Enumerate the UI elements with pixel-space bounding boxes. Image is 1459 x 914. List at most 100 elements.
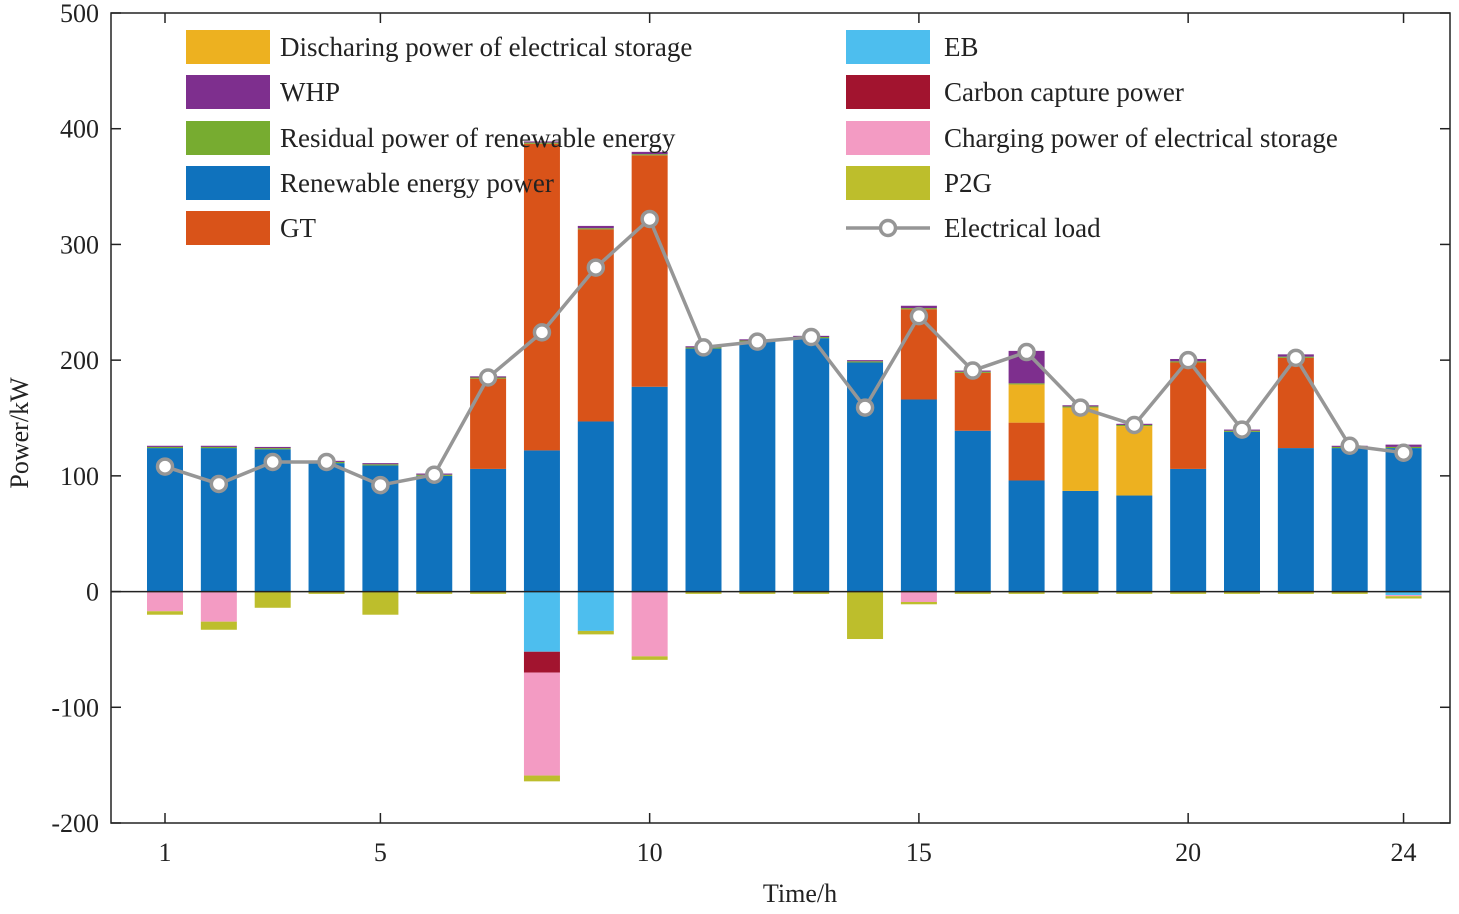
- bar-charge: [900, 591, 937, 602]
- bar-renewable: [954, 430, 991, 592]
- bar-renewable: [1224, 431, 1260, 592]
- legend-swatch-gt: [186, 211, 270, 245]
- bar-eb: [577, 591, 614, 631]
- bar-charge: [147, 591, 183, 612]
- bar-p2g: [577, 630, 614, 635]
- bar-renewable: [577, 421, 614, 592]
- bar-p2g: [416, 591, 453, 594]
- bar-gt: [1008, 422, 1045, 481]
- bar-residual: [147, 446, 183, 449]
- load-point: [1232, 420, 1252, 439]
- bar-charge: [631, 591, 668, 657]
- y-tick-label: 300: [60, 230, 99, 259]
- bar-p2g: [900, 601, 937, 605]
- bar-whp: [847, 360, 884, 362]
- load-point: [263, 452, 282, 472]
- plot-frame: [110, 12, 1451, 824]
- legend-swatch-discharge: [186, 30, 270, 64]
- bar-renewable: [1170, 468, 1207, 592]
- load-point: [1178, 350, 1198, 370]
- bar-renewable: [739, 341, 776, 592]
- load-line-group: [155, 209, 1413, 495]
- bar-renewable: [1385, 448, 1422, 592]
- bar-whp: [362, 463, 399, 465]
- bar-renewable: [523, 450, 560, 592]
- bar-eb: [1385, 591, 1422, 596]
- y-tick-label: 100: [60, 462, 99, 491]
- bar-p2g: [308, 591, 345, 594]
- x-tick-label: 5: [374, 838, 387, 867]
- bar-renewable: [1116, 495, 1153, 592]
- bar-renewable: [631, 386, 668, 592]
- bar-charge: [1385, 595, 1422, 597]
- bar-p2g: [200, 621, 237, 630]
- bar-discharge: [1116, 426, 1153, 496]
- load-point: [1394, 443, 1413, 462]
- load-point: [1286, 348, 1306, 368]
- load-point: [586, 258, 606, 277]
- bar-whp: [631, 151, 668, 155]
- x-tick-label: 1: [159, 838, 172, 867]
- legend: Discharing power of electrical storage WH…: [186, 30, 1338, 245]
- load-point: [909, 306, 929, 326]
- bar-renewable: [470, 468, 507, 592]
- electrical-load-line: [164, 216, 1404, 487]
- bar-p2g: [362, 591, 399, 615]
- y-axis-label: Power/kW: [5, 377, 34, 489]
- bar-renewable: [900, 399, 937, 592]
- legend-label: Residual power of renewable energy: [280, 123, 676, 153]
- load-point: [1125, 415, 1144, 435]
- bar-p2g: [1008, 591, 1045, 594]
- bar-p2g: [1062, 591, 1099, 594]
- load-point: [532, 323, 552, 342]
- bar-gt: [523, 143, 560, 451]
- legend-swatch-eb: [846, 30, 930, 64]
- load-point: [425, 465, 444, 484]
- bar-gt: [631, 155, 668, 387]
- bar-p2g: [147, 611, 183, 615]
- legend-swatch-p2g: [846, 166, 930, 200]
- x-tick-label: 24: [1391, 838, 1417, 867]
- legend-swatch-renewable: [186, 166, 270, 200]
- bar-group: [147, 141, 1422, 782]
- x-tick-label: 20: [1175, 838, 1201, 867]
- bar-p2g: [793, 591, 830, 594]
- bar-discharge: [1062, 407, 1099, 491]
- load-point: [801, 327, 821, 347]
- legend-label: EB: [944, 32, 979, 62]
- x-tick-label: 10: [637, 838, 663, 867]
- bar-renewable: [685, 348, 722, 592]
- load-point: [855, 398, 875, 417]
- x-tick-label: 15: [906, 838, 932, 867]
- bar-p2g: [1331, 591, 1368, 594]
- bar-p2g: [523, 775, 560, 782]
- bar-cc: [523, 651, 560, 673]
- bar-p2g: [739, 591, 776, 594]
- load-point: [1071, 398, 1090, 417]
- load-point: [963, 361, 982, 380]
- legend-label: GT: [280, 213, 316, 243]
- legend-swatch-residual: [186, 121, 270, 155]
- bar-gt: [1170, 362, 1207, 469]
- bar-gt: [954, 372, 991, 431]
- legend-label: WHP: [280, 77, 340, 107]
- bar-renewable: [1277, 448, 1314, 592]
- bar-charge: [523, 672, 560, 776]
- bar-residual: [362, 464, 399, 466]
- x-axis-label: Time/h: [763, 879, 837, 908]
- y-tick-label: -100: [51, 693, 99, 722]
- y-axis: -200 -100 0 100 200 300 400 500: [51, 0, 1450, 838]
- bar-whp: [200, 445, 237, 447]
- bar-p2g: [254, 591, 291, 608]
- bar-whp: [523, 141, 560, 143]
- bar-renewable: [416, 475, 453, 592]
- bar-whp: [254, 446, 291, 449]
- legend-label: Charging power of electrical storage: [944, 123, 1338, 153]
- load-point: [478, 368, 498, 387]
- bar-p2g: [1277, 591, 1314, 594]
- load-point: [371, 475, 390, 495]
- legend-label: Renewable energy power: [280, 168, 554, 198]
- bar-whp: [577, 225, 614, 229]
- bar-gt: [470, 378, 507, 469]
- load-point: [1340, 436, 1359, 456]
